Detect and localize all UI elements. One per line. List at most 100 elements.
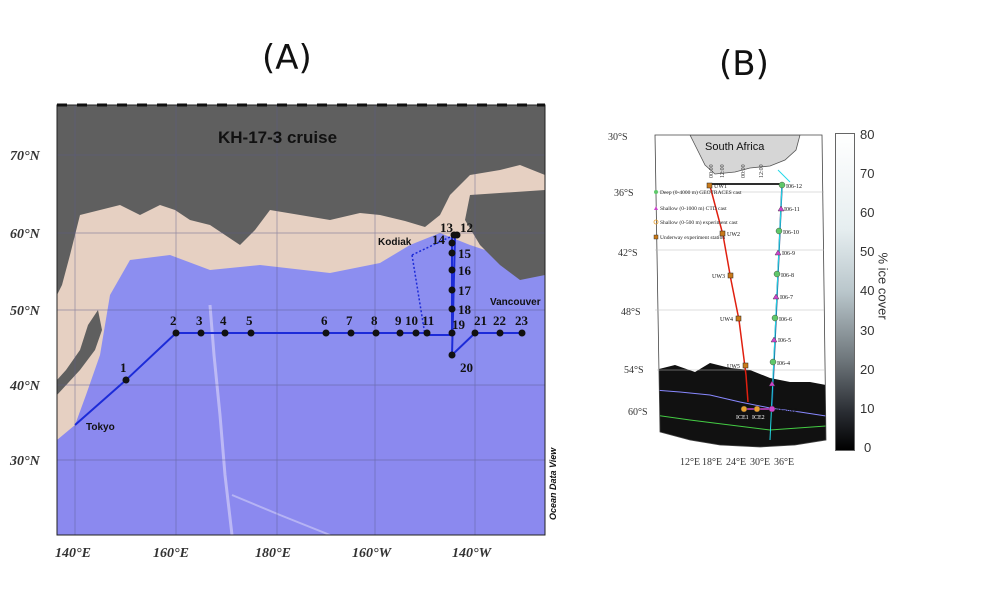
time-label: 12:00 xyxy=(759,164,765,178)
i06-label: I06-5 xyxy=(778,338,791,344)
station-marker xyxy=(471,329,479,337)
sea-ice xyxy=(655,363,826,447)
uw-label: UW2 xyxy=(727,232,740,238)
lon-label-160e: 160°E xyxy=(153,546,189,561)
legend-text: Shallow (0-500 m) experiment cast xyxy=(660,219,738,226)
hawaiian-ridge xyxy=(231,494,331,535)
colorbar-tick: 80 xyxy=(860,127,875,142)
uw-label: UW4 xyxy=(720,317,733,323)
lat-label-b: 36°S xyxy=(614,188,634,199)
lat-label-b: 60°S xyxy=(628,407,648,418)
station-marker xyxy=(122,376,130,384)
colorbar-tick: 0 xyxy=(864,440,872,455)
time-label: 00:00 xyxy=(741,164,747,178)
station-marker xyxy=(448,305,456,313)
stations xyxy=(122,231,526,384)
i06-label: I06-8 xyxy=(781,273,794,279)
lat-label-70n: 70°N xyxy=(10,149,41,164)
uw-label: UW5 xyxy=(727,364,740,370)
i06-label: I06-4 xyxy=(777,361,790,367)
lat-label-50n: 50°N xyxy=(10,304,41,319)
i06-label: I06-11 xyxy=(784,207,800,213)
legend-marker-orange-square xyxy=(653,234,659,240)
station-label: 7 xyxy=(346,313,353,328)
colorbar-tick: 50 xyxy=(860,244,875,259)
i06-marker xyxy=(772,293,780,300)
uw-marker xyxy=(735,315,742,322)
station-marker xyxy=(322,329,330,337)
i06-marker xyxy=(768,380,776,387)
lon-label-b: 18°E xyxy=(702,457,722,468)
lon-label-140e: 140°E xyxy=(55,546,91,561)
time-label: 12:00 xyxy=(720,164,726,178)
station-label: 10 xyxy=(405,313,418,328)
i06-label: I06-12 xyxy=(786,184,802,190)
uw-label: UW3 xyxy=(712,274,725,280)
kodiak-label: Kodiak xyxy=(378,237,412,248)
cyan-track-top xyxy=(777,169,791,183)
station-label: 18 xyxy=(458,302,472,317)
lon-label-160w: 160°W xyxy=(352,546,393,561)
uw-marker xyxy=(706,182,713,189)
colorbar-tick: 10 xyxy=(860,401,875,416)
legend-text: Shallow (0-1000 m) CTD cast xyxy=(660,205,727,212)
colorbar-ticks: 80 70 60 50 40 30 20 10 0 xyxy=(860,127,900,457)
kodiak-dotted-track xyxy=(411,236,451,336)
lat-label-b: 54°S xyxy=(624,365,644,376)
colorbar-title: % ice cover xyxy=(875,252,891,320)
lat-label-b: 30°S xyxy=(608,132,628,143)
lon-label-b: 12°E xyxy=(680,457,700,468)
station-marker xyxy=(372,329,380,337)
panel-a-label: (A) xyxy=(262,38,312,78)
land-north-america-coast xyxy=(465,190,545,280)
lat-label-30n: 30°N xyxy=(9,454,41,469)
legend-text: Underway experiment station xyxy=(660,235,725,241)
station-marker xyxy=(172,329,180,337)
emperor-seamounts xyxy=(208,304,234,535)
station-marker xyxy=(247,329,255,337)
station-label: 12 xyxy=(460,220,473,235)
ice-edge-line-green xyxy=(655,414,826,431)
station-marker xyxy=(221,329,229,337)
ice-edge-line xyxy=(655,389,826,417)
ice-marker xyxy=(753,405,761,413)
station-label: 15 xyxy=(458,246,472,261)
lon-label-b: 30°E xyxy=(750,457,770,468)
i06-marker xyxy=(773,270,781,278)
lon-label-b: 24°E xyxy=(726,457,746,468)
land-asia-northamerica xyxy=(57,105,545,295)
i06-label: I06-1&2 xyxy=(776,408,797,414)
legend-marker-orange-circle xyxy=(653,219,659,225)
station-marker xyxy=(450,231,458,239)
legend-marker-green-circle xyxy=(654,190,658,194)
time-label: 00:00 xyxy=(709,164,715,178)
station-label: 21 xyxy=(474,313,487,328)
station-label: 9 xyxy=(395,313,402,328)
lon-label-180e: 180°E xyxy=(255,546,291,561)
lat-label-b: 48°S xyxy=(621,307,641,318)
i06-label: I06-7 xyxy=(780,295,793,301)
i06-marker xyxy=(777,205,785,212)
uw-marker xyxy=(742,362,749,369)
uw-marker xyxy=(727,272,734,279)
i06-marker xyxy=(774,249,782,256)
station-marker xyxy=(448,249,456,257)
i06-marker xyxy=(769,358,777,366)
station-label: 16 xyxy=(458,263,472,278)
lat-label-40n: 40°N xyxy=(9,379,41,394)
station-marker xyxy=(347,329,355,337)
i06-marker xyxy=(770,336,778,343)
station-label: 6 xyxy=(321,313,328,328)
station-label: 11 xyxy=(422,313,434,328)
station-label: 1 xyxy=(120,360,127,375)
station-marker xyxy=(448,286,456,294)
station-label: 8 xyxy=(371,313,378,328)
i06-label: I06-3 xyxy=(776,382,789,388)
i06-marker xyxy=(775,227,783,235)
station-label: 2 xyxy=(170,313,177,328)
station-marker xyxy=(448,239,456,247)
map-a-title: KH-17-3 cruise xyxy=(218,128,337,147)
station-marker xyxy=(518,329,526,337)
station-label: 23 xyxy=(515,313,529,328)
station-label: 3 xyxy=(196,313,203,328)
